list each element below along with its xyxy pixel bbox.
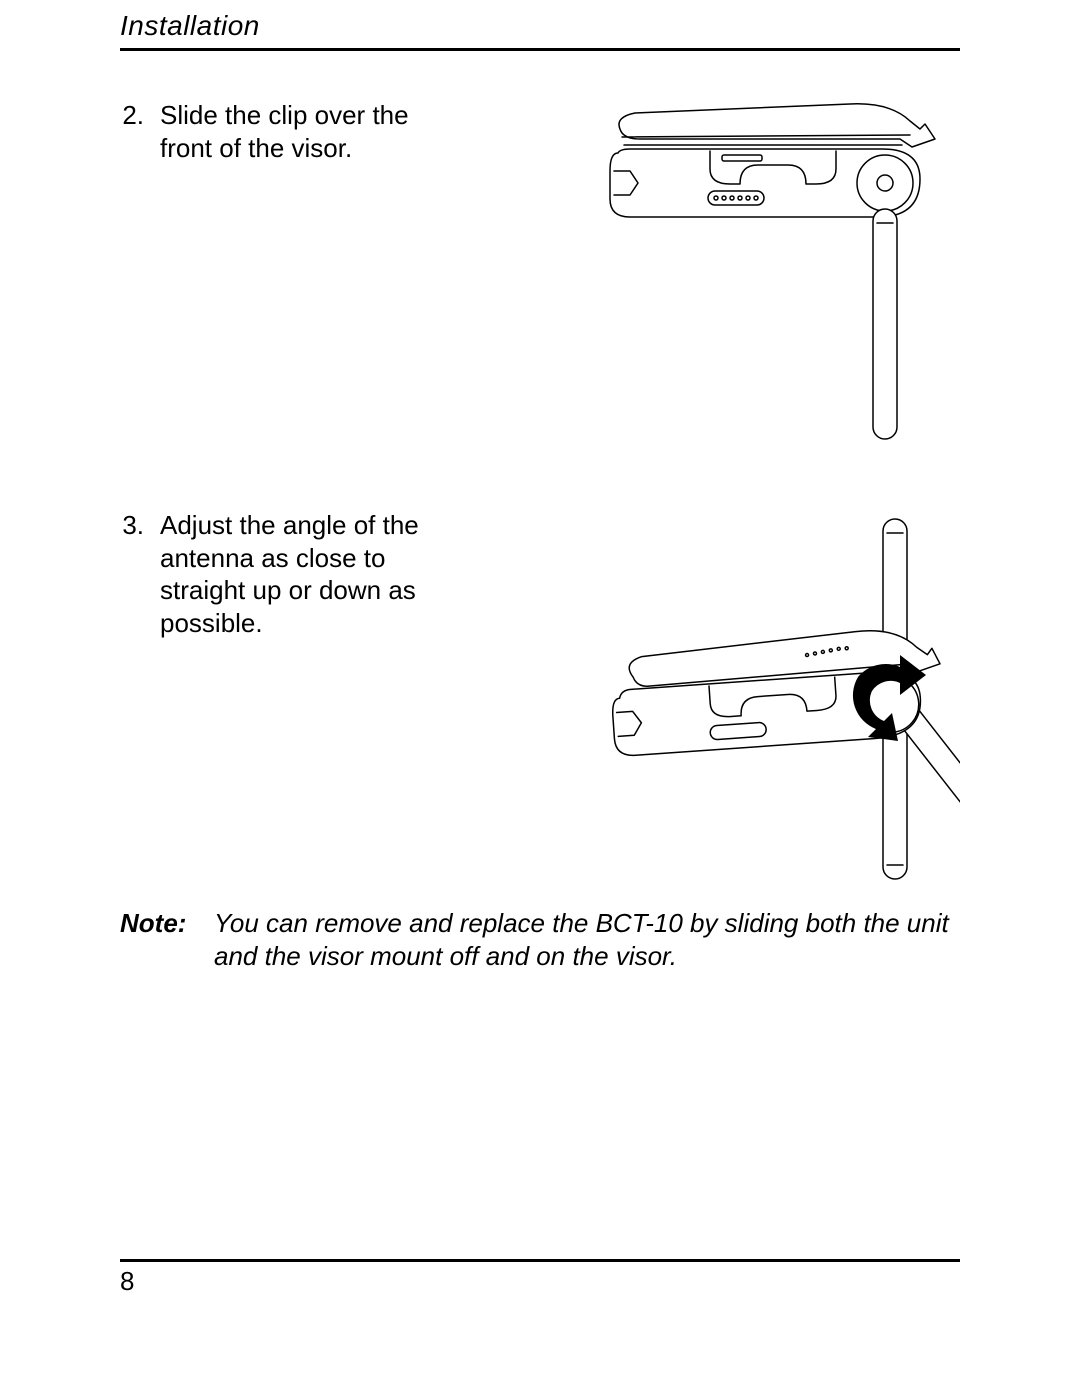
page-footer: 8 xyxy=(120,1259,960,1297)
step-2-number: 2. xyxy=(120,99,144,132)
content: 2. Slide the clip over the front of the … xyxy=(120,99,960,972)
step-2-body: Slide the clip over the front of the vis… xyxy=(160,99,450,164)
step-2-text: 2. Slide the clip over the front of the … xyxy=(120,99,450,164)
note-text: You can remove and replace the BCT-10 by… xyxy=(214,907,960,972)
page-header: Installation xyxy=(120,0,960,51)
visor-clip-illustration xyxy=(590,99,960,459)
step-3-figure xyxy=(450,509,960,889)
step-3-body: Adjust the angle of the antenna as close… xyxy=(160,509,450,639)
step-3-number: 3. xyxy=(120,509,144,542)
footer-rule xyxy=(120,1259,960,1262)
step-2-figure xyxy=(450,99,960,459)
step-2: 2. Slide the clip over the front of the … xyxy=(120,99,960,499)
step-3: 3. Adjust the angle of the antenna as cl… xyxy=(120,509,960,889)
note: Note: You can remove and replace the BCT… xyxy=(120,907,960,972)
page: Installation 2. Slide the clip over the … xyxy=(0,0,1080,1397)
page-number: 8 xyxy=(120,1266,960,1297)
antenna-adjust-illustration xyxy=(590,509,960,889)
section-title: Installation xyxy=(120,10,960,42)
header-rule xyxy=(120,48,960,51)
note-label: Note: xyxy=(120,907,190,972)
step-3-text: 3. Adjust the angle of the antenna as cl… xyxy=(120,509,450,639)
